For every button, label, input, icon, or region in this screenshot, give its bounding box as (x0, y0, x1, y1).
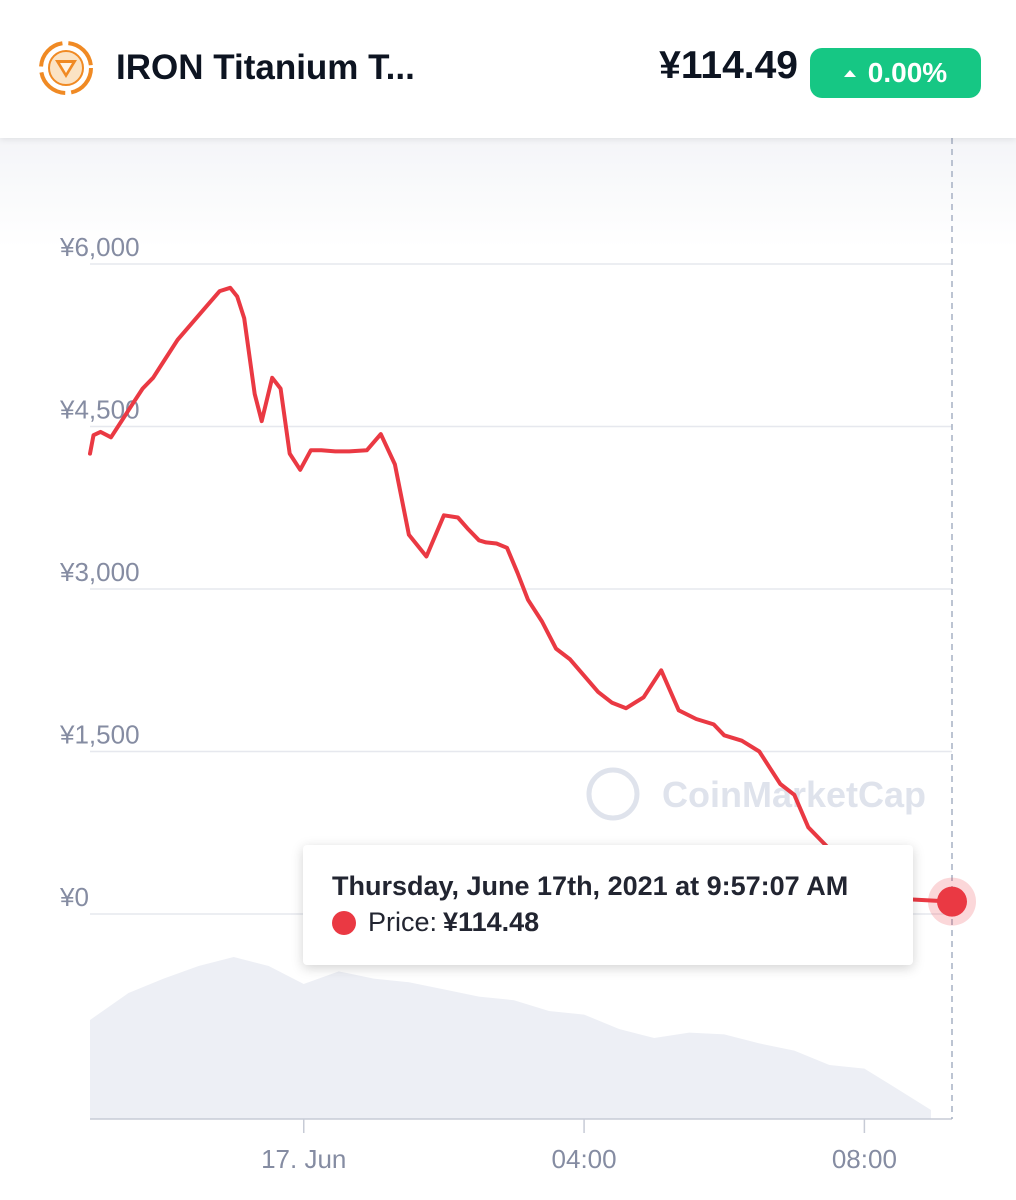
tooltip-price-row: Price: ¥114.48 (332, 907, 539, 938)
y-tick-label: ¥0 (59, 882, 89, 912)
y-tick-label: ¥6,000 (59, 232, 140, 262)
chart-tooltip: Thursday, June 17th, 2021 at 9:57:07 AM … (303, 845, 913, 965)
price-change-badge: 0.00% (810, 48, 981, 98)
volume-area (90, 957, 931, 1119)
current-price: ¥114.49 (659, 44, 798, 87)
x-tick-label: 04:00 (552, 1144, 617, 1174)
y-tick-label: ¥1,500 (59, 720, 140, 750)
price-line (88, 285, 954, 904)
price-chart-area[interactable]: ¥0 ¥1,500 ¥3,000 ¥4,500 ¥6,000 17. Jun 04:00 08… (0, 138, 1016, 1200)
coinmarketcap-logo-icon (586, 767, 640, 821)
tooltip-date: Thursday, June 17th, 2021 at 9:57:07 AM (332, 871, 849, 901)
coinmarketcap-watermark: CoinMarketCap (586, 767, 926, 821)
y-tick-label: ¥4,500 (59, 395, 140, 425)
tooltip-price-value: ¥114.48 (443, 907, 540, 937)
caret-up-icon (843, 69, 856, 77)
y-tick-label: ¥3,000 (59, 557, 140, 587)
header: IRON Titanium T... ¥114.49 0.00% (0, 0, 1016, 138)
price-change-value: 0.00% (867, 57, 948, 88)
tooltip-price-label: Price: (368, 907, 438, 937)
hover-point (937, 886, 967, 917)
series-dot-icon (332, 910, 356, 935)
x-tick-label: 17. Jun (261, 1144, 346, 1174)
coin-name: IRON Titanium T... (116, 48, 415, 87)
price-chart[interactable]: ¥0 ¥1,500 ¥3,000 ¥4,500 ¥6,000 17. Jun 04:00 08… (0, 138, 1016, 1200)
iron-titanium-logo-icon (39, 41, 93, 95)
x-tick-label: 08:00 (832, 1144, 897, 1174)
